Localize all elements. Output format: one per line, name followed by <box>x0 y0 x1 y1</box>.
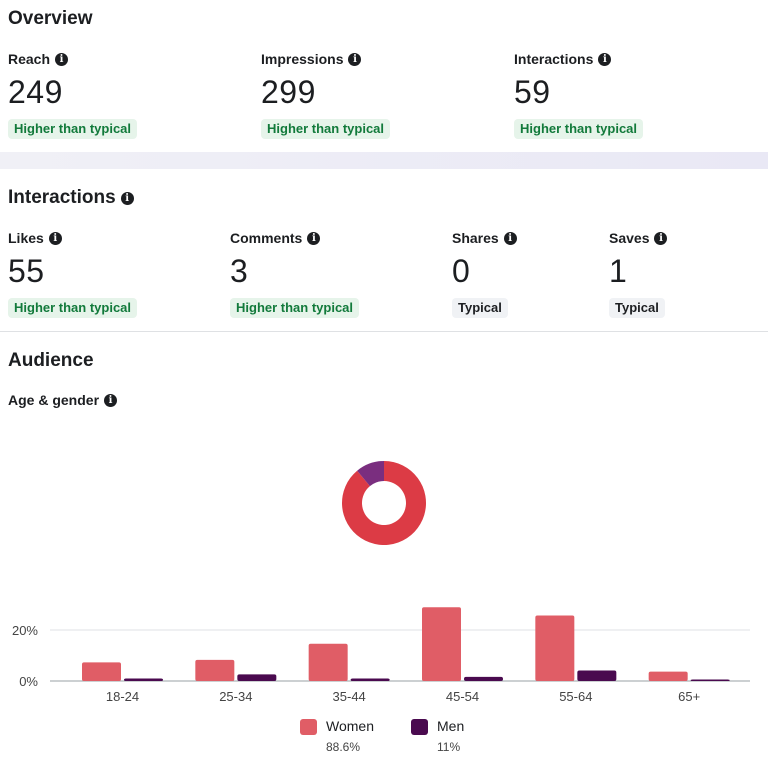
metric-value: 3 <box>230 253 249 289</box>
status-badge: Higher than typical <box>230 298 360 318</box>
x-tick-label: 65+ <box>678 689 700 704</box>
bar-women-45-54[interactable] <box>422 607 461 681</box>
bar-men-35-44[interactable] <box>350 678 390 681</box>
metric-value: 0 <box>452 253 471 289</box>
metric-label: Interactions i <box>514 50 643 68</box>
legend-name: Women <box>326 718 374 734</box>
bar-men-18-24[interactable] <box>124 678 163 681</box>
x-tick-label: 55-64 <box>559 689 592 704</box>
metric-likes: Likes i 55 Higher than typical <box>8 229 138 318</box>
status-badge: Typical <box>452 298 508 318</box>
age-gender-label: Age & gender i <box>8 392 118 408</box>
legend-swatch-women <box>300 719 317 735</box>
legend-swatch-men <box>411 719 428 735</box>
status-badge: Higher than typical <box>261 119 391 139</box>
info-icon[interactable]: i <box>503 231 517 245</box>
audience-title-text: Audience <box>8 350 94 371</box>
info-icon[interactable]: i <box>654 231 668 245</box>
interactions-title: Interactions i <box>8 187 134 209</box>
x-tick-label: 35-44 <box>333 689 366 704</box>
metric-label: Shares i <box>452 229 517 247</box>
info-icon[interactable]: i <box>104 393 118 407</box>
y-tick-label: 0% <box>19 674 38 689</box>
info-icon[interactable]: i <box>307 231 321 245</box>
metric-value: 1 <box>609 253 628 289</box>
bar-women-65+[interactable] <box>648 671 688 681</box>
info-icon[interactable]: i <box>55 52 69 66</box>
legend-percent: 88.6% <box>326 740 361 754</box>
status-badge: Higher than typical <box>514 119 644 139</box>
bar-women-25-34[interactable] <box>195 659 235 681</box>
section-separator-band <box>0 152 768 169</box>
bar-women-35-44[interactable] <box>308 643 348 681</box>
interactions-title-text: Interactions <box>8 187 116 208</box>
metric-value: 59 <box>514 74 551 110</box>
x-tick-label: 18-24 <box>106 689 139 704</box>
bar-men-65+[interactable] <box>690 679 730 682</box>
metric-value: 249 <box>8 74 63 110</box>
age-gender-bar-chart: 0% 20% 18-24 25-34 35-44 45-54 55-64 65+ <box>12 607 750 704</box>
info-icon[interactable]: i <box>48 231 62 245</box>
bar-women-18-24[interactable] <box>82 662 121 681</box>
metric-label-text: Interactions <box>514 51 594 67</box>
metric-value: 299 <box>261 74 316 110</box>
metric-interactions: Interactions i 59 Higher than typical <box>514 50 644 139</box>
metric-impressions: Impressions i 299 Higher than typical <box>261 50 391 139</box>
legend-name: Men <box>437 718 465 734</box>
y-tick-label: 20% <box>12 623 38 638</box>
metric-saves: Saves i 1 Typical <box>609 229 668 318</box>
age-gender-label-text: Age & gender <box>8 392 100 408</box>
metric-shares: Shares i 0 Typical <box>452 229 517 318</box>
bar-men-45-54[interactable] <box>464 676 503 681</box>
metric-label: Comments i <box>230 229 359 247</box>
bar-men-25-34[interactable] <box>237 674 277 681</box>
metric-label-text: Likes <box>8 230 44 246</box>
metric-label-text: Reach <box>8 51 51 67</box>
metric-label-text: Shares <box>452 230 499 246</box>
metric-label-text: Comments <box>230 230 303 246</box>
metric-label: Reach i <box>8 50 137 68</box>
metric-label: Likes i <box>8 229 137 247</box>
legend-percent: 11% <box>437 740 461 754</box>
audience-title: Audience <box>8 350 94 372</box>
metric-label-text: Saves <box>609 230 650 246</box>
info-icon[interactable]: i <box>598 52 612 66</box>
divider <box>0 331 768 332</box>
status-badge: Higher than typical <box>8 119 138 139</box>
bar-women-55-64[interactable] <box>535 615 575 681</box>
metric-value: 55 <box>8 253 45 289</box>
metric-comments: Comments i 3 Higher than typical <box>230 229 360 318</box>
status-badge: Typical <box>609 298 665 318</box>
metric-label: Saves i <box>609 229 668 247</box>
donut-slice-women[interactable] <box>342 461 426 545</box>
overview-title: Overview <box>8 8 93 30</box>
x-tick-label: 25-34 <box>219 689 252 704</box>
status-badge: Higher than typical <box>8 298 138 318</box>
donut-slice-men[interactable] <box>357 461 384 487</box>
overview-title-text: Overview <box>8 8 93 29</box>
info-icon[interactable]: i <box>348 52 362 66</box>
metric-label: Impressions i <box>261 50 390 68</box>
metric-reach: Reach i 249 Higher than typical <box>8 50 138 139</box>
x-tick-label: 45-54 <box>446 689 479 704</box>
info-icon[interactable]: i <box>120 191 134 205</box>
bar-men-55-64[interactable] <box>577 670 617 681</box>
metric-label-text: Impressions <box>261 51 344 67</box>
gender-donut-chart <box>342 461 426 545</box>
